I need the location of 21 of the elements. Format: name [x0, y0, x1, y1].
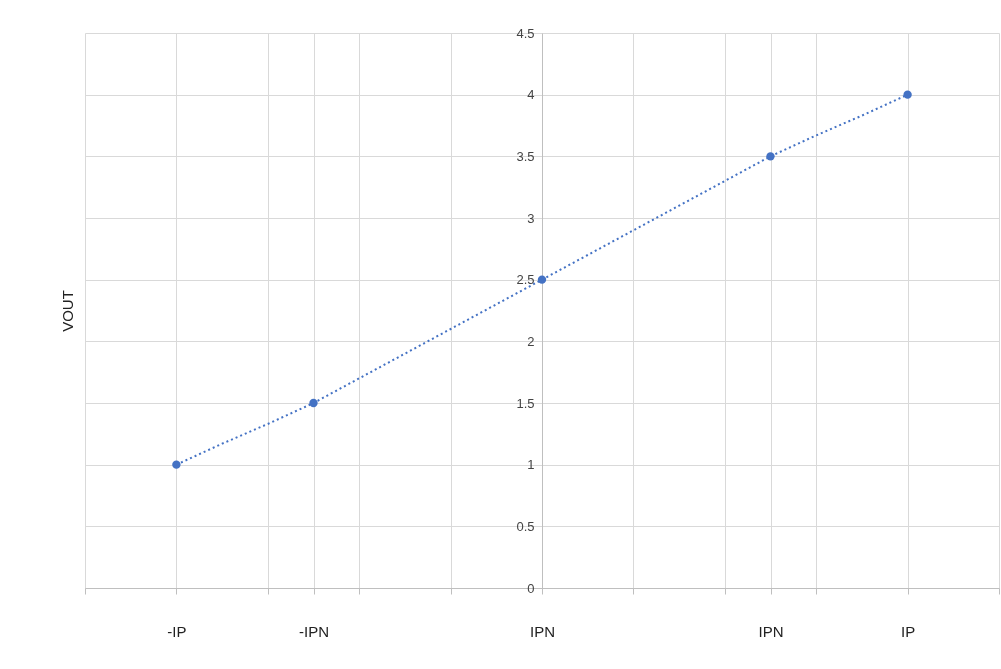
y-tick-label: 1.5: [516, 395, 535, 411]
x-tick-label: -IP: [167, 622, 187, 640]
x-tick-label: IPN: [758, 622, 784, 640]
point: [172, 460, 181, 469]
y-axis-title: VOUT: [58, 290, 76, 332]
y-tick-label: 4: [527, 87, 535, 103]
x-tick-label: -IPN: [299, 622, 329, 640]
y-tick-label: 4.5: [516, 25, 535, 41]
y-tick-label: 2: [527, 333, 535, 349]
y-tick-label: 0: [527, 580, 535, 596]
point: [309, 398, 318, 408]
y-tick-label: 2.5: [516, 272, 535, 288]
point: [537, 275, 547, 284]
y-tick-label: 3: [527, 210, 535, 226]
point: [766, 152, 775, 161]
x-tick-label: IPN: [529, 622, 556, 640]
point: [903, 90, 912, 99]
x-tick-label: IP: [901, 622, 916, 640]
y-tick-label: 0.5: [516, 518, 535, 534]
y-tick-label: 3.5: [516, 148, 535, 164]
y-tick-label: 1: [527, 457, 535, 473]
